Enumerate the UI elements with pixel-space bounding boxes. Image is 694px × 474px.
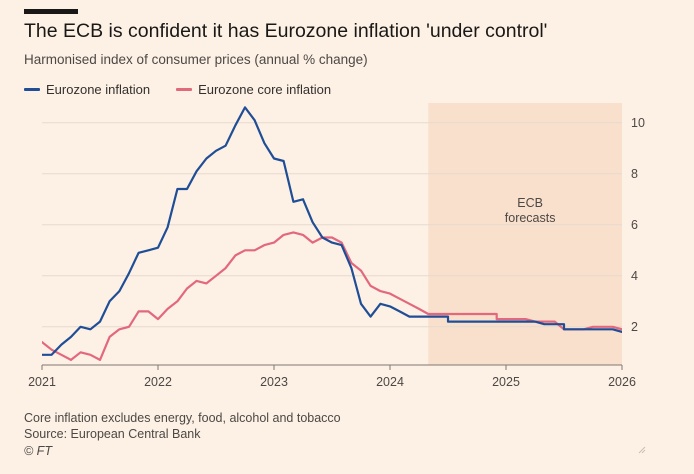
legend-swatch-inflation (24, 87, 40, 91)
chart-legend: Eurozone inflation Eurozone core inflati… (24, 80, 357, 98)
x-tick-label-2024: 2024 (376, 375, 404, 389)
chart-subtitle: Harmonised index of consumer prices (ann… (24, 52, 368, 67)
resize-grip-icon (638, 446, 646, 454)
chart-title: The ECB is confident it has Eurozone inf… (24, 20, 548, 42)
legend-swatch-core-inflation (176, 87, 193, 91)
forecast-label-line2: forecasts (505, 211, 556, 225)
legend-label-core-inflation: Eurozone core inflation (198, 81, 332, 97)
forecast-region (428, 103, 622, 365)
y-tick-label-2: 2 (631, 320, 638, 334)
footnote: Core inflation excludes energy, food, al… (24, 411, 341, 425)
legend-item-inflation: Eurozone inflation (24, 82, 150, 97)
x-tick-label-2022: 2022 (144, 375, 172, 389)
x-tick-label-2026: 2026 (608, 375, 636, 389)
credit-label: © FT (24, 444, 52, 458)
brand-top-bar (24, 9, 78, 14)
forecast-label-line1: ECB (517, 196, 543, 210)
x-tick-label-2021: 2021 (28, 375, 56, 389)
legend-label-inflation: Eurozone inflation (46, 81, 151, 97)
series-line-inflation (42, 106, 622, 356)
source-note: Source: European Central Bank (24, 427, 201, 441)
y-tick-label-6: 6 (631, 218, 638, 232)
legend-item-core-inflation: Eurozone core inflation (176, 82, 331, 97)
x-tick-label-2023: 2023 (260, 375, 288, 389)
y-tick-label-8: 8 (631, 167, 638, 181)
y-tick-label-4: 4 (631, 269, 638, 283)
x-tick-label-2025: 2025 (492, 375, 520, 389)
y-tick-label-10: 10 (631, 116, 645, 130)
